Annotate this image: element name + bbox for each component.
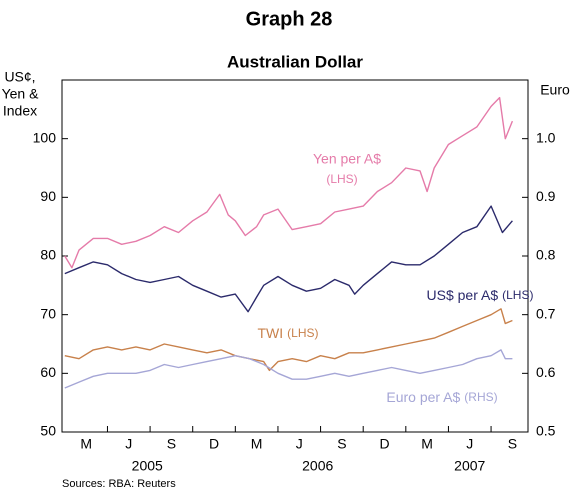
y-tick-label: 90 bbox=[40, 188, 56, 204]
y-tick-label: 80 bbox=[40, 247, 56, 263]
series-note: (RHS) bbox=[464, 390, 497, 404]
series-label: Euro per A$ (RHS) bbox=[386, 389, 497, 405]
x-tick-label: J bbox=[466, 436, 473, 452]
y-tick-label: 100 bbox=[33, 129, 57, 145]
x-tick-label: S bbox=[337, 436, 346, 452]
x-tick-label: M bbox=[80, 436, 92, 452]
series-line bbox=[64, 349, 513, 389]
y-axis-label: Index bbox=[3, 103, 37, 119]
series-note: (LHS) bbox=[502, 288, 533, 302]
series-name: US$ per A$ bbox=[427, 287, 499, 303]
chart-subtitle: Australian Dollar bbox=[227, 52, 363, 71]
series-note: (LHS) bbox=[287, 326, 318, 340]
series-line bbox=[64, 96, 514, 269]
y-tick-label: 50 bbox=[40, 423, 56, 439]
y2-tick-label: 0.9 bbox=[536, 188, 556, 204]
y-tick-label: 60 bbox=[40, 364, 56, 380]
x-tick-label: M bbox=[421, 436, 433, 452]
source: Sources: RBA: Reuters bbox=[62, 478, 176, 490]
x-tick-label: D bbox=[379, 436, 389, 452]
x-tick-label: M bbox=[251, 436, 263, 452]
series-line bbox=[64, 205, 513, 313]
y2-tick-label: 1.0 bbox=[536, 129, 556, 145]
y2-tick-label: 0.8 bbox=[536, 247, 556, 263]
x-tick-label: J bbox=[125, 436, 132, 452]
series-label: Yen per A$ bbox=[313, 151, 381, 167]
x-tick-label: S bbox=[167, 436, 176, 452]
series-note: (LHS) bbox=[326, 172, 357, 186]
chart-title: Graph 28 bbox=[246, 8, 333, 30]
x-tick-label: S bbox=[508, 436, 517, 452]
y2-tick-label: 0.5 bbox=[536, 423, 556, 439]
year-label: 2005 bbox=[132, 458, 163, 474]
y2-tick-label: 0.7 bbox=[536, 305, 556, 321]
y-tick-label: 70 bbox=[40, 305, 56, 321]
y-axis-label: US¢, bbox=[4, 69, 35, 85]
y2-axis-label: Euro bbox=[540, 82, 570, 98]
series-label: TWI (LHS) bbox=[258, 325, 319, 341]
y2-tick-label: 0.6 bbox=[536, 364, 556, 380]
year-label: 2006 bbox=[302, 458, 333, 474]
series-line bbox=[64, 308, 513, 372]
y-axis-label: Yen & bbox=[2, 86, 40, 102]
x-tick-label: D bbox=[209, 436, 219, 452]
series-name: TWI bbox=[258, 325, 284, 341]
year-label: 2007 bbox=[454, 458, 485, 474]
x-tick-label: J bbox=[296, 436, 303, 452]
series-label: US$ per A$ (LHS) bbox=[427, 287, 534, 303]
series-name: Euro per A$ bbox=[386, 389, 460, 405]
